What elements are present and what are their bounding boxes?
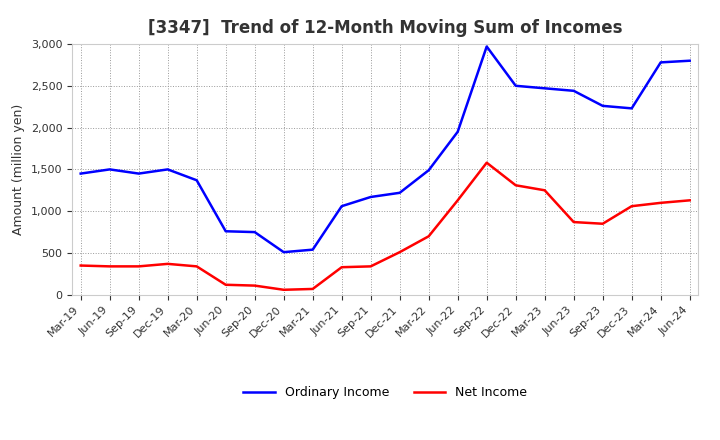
- Ordinary Income: [163, 167, 172, 172]
- Net Income: [338, 264, 346, 270]
- Net Income: [135, 264, 143, 269]
- Net Income: [279, 287, 288, 293]
- Ordinary Income: [541, 86, 549, 91]
- Net Income: [366, 264, 375, 269]
- Ordinary Income: [511, 83, 520, 88]
- Net Income: [395, 249, 404, 255]
- Ordinary Income: [76, 171, 85, 176]
- Ordinary Income: [308, 247, 317, 252]
- Ordinary Income: [221, 229, 230, 234]
- Net Income: [685, 198, 694, 203]
- Ordinary Income: [395, 190, 404, 195]
- Net Income: [541, 187, 549, 193]
- Net Income: [308, 286, 317, 292]
- Line: Net Income: Net Income: [81, 163, 690, 290]
- Legend: Ordinary Income, Net Income: Ordinary Income, Net Income: [238, 381, 532, 404]
- Ordinary Income: [251, 230, 259, 235]
- Ordinary Income: [192, 178, 201, 183]
- Y-axis label: Amount (million yen): Amount (million yen): [12, 104, 25, 235]
- Ordinary Income: [482, 44, 491, 49]
- Net Income: [627, 204, 636, 209]
- Ordinary Income: [570, 88, 578, 93]
- Net Income: [251, 283, 259, 288]
- Title: [3347]  Trend of 12-Month Moving Sum of Incomes: [3347] Trend of 12-Month Moving Sum of I…: [148, 19, 623, 37]
- Ordinary Income: [338, 204, 346, 209]
- Ordinary Income: [657, 60, 665, 65]
- Net Income: [221, 282, 230, 287]
- Ordinary Income: [627, 106, 636, 111]
- Net Income: [424, 234, 433, 239]
- Net Income: [76, 263, 85, 268]
- Net Income: [511, 183, 520, 188]
- Net Income: [163, 261, 172, 267]
- Net Income: [105, 264, 114, 269]
- Net Income: [192, 264, 201, 269]
- Ordinary Income: [454, 129, 462, 135]
- Net Income: [657, 200, 665, 205]
- Line: Ordinary Income: Ordinary Income: [81, 47, 690, 252]
- Ordinary Income: [685, 58, 694, 63]
- Ordinary Income: [366, 194, 375, 200]
- Ordinary Income: [598, 103, 607, 109]
- Ordinary Income: [424, 168, 433, 173]
- Net Income: [598, 221, 607, 227]
- Ordinary Income: [279, 249, 288, 255]
- Net Income: [482, 160, 491, 165]
- Net Income: [454, 198, 462, 203]
- Ordinary Income: [135, 171, 143, 176]
- Net Income: [570, 220, 578, 225]
- Ordinary Income: [105, 167, 114, 172]
